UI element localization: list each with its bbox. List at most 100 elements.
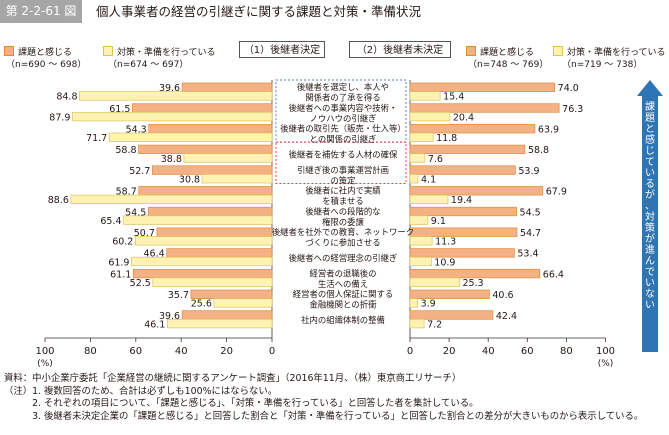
- right-issue-value: 74.0: [558, 83, 579, 94]
- right-measure-bar: [409, 236, 433, 246]
- category-label: 後継者を社外での教育、ネットワーク: [272, 227, 414, 237]
- left-issue-value: 50.7: [134, 228, 155, 239]
- left-measure-value: 25.6: [191, 299, 212, 310]
- arrow-char: て: [645, 157, 655, 168]
- category-label: 経営者の退職後の: [310, 268, 377, 278]
- legend-measure-right: 対策・準備を行っている: [553, 46, 666, 59]
- left-measure-value: 46.1: [144, 319, 165, 330]
- legend-swatch-issue: [4, 46, 14, 56]
- left-measure-value: 84.8: [56, 92, 77, 103]
- right-measure-bar: [409, 194, 449, 205]
- right-issue-bar: [409, 124, 536, 134]
- right-issue-value: 76.3: [562, 104, 583, 115]
- left-panel-header: （1）後継者決定: [239, 41, 325, 58]
- left-issue-value: 52.7: [129, 166, 150, 177]
- left-measure-value: 88.6: [48, 195, 69, 206]
- left-measure-value: 60.2: [112, 237, 133, 248]
- legend-issue-label: 課題と感じる: [18, 48, 73, 58]
- left-issue-bar: [147, 206, 273, 217]
- arrow-char: と: [645, 124, 655, 135]
- right-issue-bar: [409, 206, 517, 217]
- legend-swatch-issue-right: [466, 46, 476, 56]
- right-issue-bar: [409, 227, 518, 237]
- left-measure-bar: [201, 174, 273, 184]
- left-x-tick-label: 60: [129, 346, 142, 357]
- category-label: 後継者を選定し、本人や: [297, 82, 389, 92]
- right-unit-label: (%): [598, 359, 614, 369]
- category-label: 経営者の個人保証に関する: [293, 289, 394, 299]
- note-1: （注）1. 複数回答のため、合計は必ずしも100%にはならない。: [4, 385, 278, 397]
- category-label: 引継ぎ後の事業運営計画: [297, 165, 389, 175]
- right-issue-bar: [409, 310, 494, 320]
- legend-issue-right: 課題と感じる: [466, 46, 534, 59]
- right-measure-bar: [409, 132, 434, 142]
- left-issue-bar: [166, 248, 273, 258]
- left-issue-value: 54.5: [125, 207, 146, 218]
- left-measure-value: 52.5: [130, 278, 151, 289]
- category-label: の策定: [330, 175, 356, 185]
- left-issue-value: 61.5: [109, 104, 130, 115]
- right-n-issue: （n=748 ～ 769）: [468, 60, 549, 70]
- right-issue-bar: [409, 103, 560, 113]
- right-issue-value: 42.4: [496, 311, 517, 322]
- left-measure-bar: [70, 194, 273, 205]
- left-issue-value: 61.1: [110, 269, 131, 280]
- left-measure-bar: [79, 91, 273, 101]
- right-measure-value: 11.3: [435, 237, 456, 248]
- left-x-tick-label: 80: [84, 346, 97, 357]
- right-measure-bar: [409, 256, 432, 267]
- category-label: 関係者の了承を得る: [305, 93, 380, 103]
- right-measure-value: 9.1: [431, 216, 446, 227]
- right-x-tick-label: 40: [482, 346, 495, 357]
- arrow-char: ん: [645, 256, 655, 267]
- category-label: 後継者への事業内容や技術・: [289, 103, 398, 113]
- arrow-char: い: [645, 300, 655, 311]
- category-label: ノウハウの引継ぎ: [310, 113, 377, 123]
- category-label: 金融機関との折衝: [310, 300, 378, 310]
- arrow-char: な: [645, 289, 655, 300]
- left-issue-bar: [156, 227, 273, 237]
- arrow-char: が: [645, 234, 655, 245]
- left-issue-value: 54.3: [126, 125, 147, 136]
- right-issue-value: 67.9: [546, 187, 567, 198]
- right-issue-value: 54.7: [520, 228, 541, 239]
- right-measure-value: 7.6: [428, 154, 443, 165]
- right-measure-bar: [409, 277, 460, 287]
- note-source: 資料：中小企業庁委託「企業経営の継続に関するアンケート調査」（2016年11月、…: [4, 373, 462, 384]
- note-2: 2. それぞれの項目について、「課題と感じる」、「対策・準備を行っている」と回答…: [4, 398, 479, 409]
- right-x-tick-label: 60: [521, 346, 534, 357]
- left-x-tick-label: 40: [175, 346, 188, 357]
- right-issue-bar: [409, 289, 490, 299]
- arrow-char: 課: [645, 102, 655, 113]
- arrow-char: じ: [645, 146, 655, 157]
- left-measure-bar: [183, 153, 273, 163]
- left-issue-bar: [148, 124, 273, 134]
- left-measure-bar: [72, 111, 273, 122]
- right-x-tick-label: 100: [596, 346, 615, 357]
- legend-swatch-measure: [103, 46, 113, 56]
- right-measure-value: 7.2: [427, 319, 442, 330]
- category-label: 社内の組織体制の整備: [301, 315, 385, 325]
- left-issue-value: 58.8: [115, 145, 136, 156]
- left-measure-value: 38.8: [161, 154, 182, 165]
- right-measure-bar: [409, 91, 441, 101]
- left-measure-value: 71.7: [86, 133, 107, 144]
- right-issue-bar: [409, 248, 515, 258]
- category-label: 後継者を補佐する人材の確保: [289, 149, 398, 159]
- up-arrow-icon: [637, 80, 663, 352]
- right-measure-bar: [409, 215, 429, 225]
- right-issue-value: 54.5: [520, 207, 541, 218]
- right-measure-value: 4.1: [421, 175, 436, 186]
- category-label: との関係の引継ぎ: [310, 134, 377, 144]
- left-issue-bar: [132, 268, 273, 279]
- right-measure-bar: [409, 111, 451, 122]
- left-issue-bar: [132, 103, 273, 113]
- right-measure-bar: [409, 318, 425, 329]
- right-issue-bar: [409, 268, 541, 279]
- legend-issue-left: 課題と感じる: [4, 46, 72, 59]
- legend-issue-label-right: 課題と感じる: [480, 48, 535, 58]
- right-measure-value: 20.4: [453, 112, 474, 123]
- arrow-char: 進: [645, 245, 655, 256]
- group-box-red: [275, 141, 407, 185]
- right-measure-value: 19.4: [451, 195, 472, 206]
